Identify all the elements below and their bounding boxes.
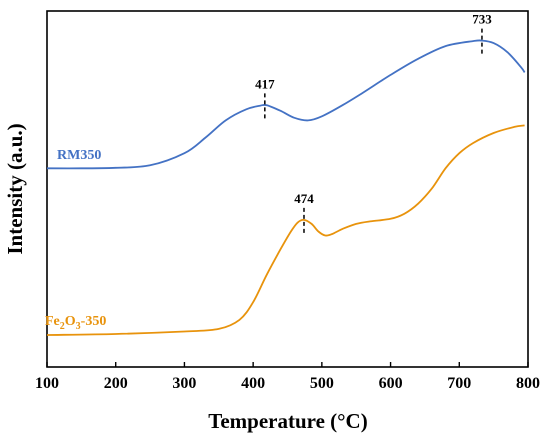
plot-frame bbox=[46, 10, 529, 368]
x-tick-label-400: 400 bbox=[241, 375, 265, 392]
x-axis-title: Temperature (°C) bbox=[208, 409, 367, 433]
fe-subscript: 2 bbox=[60, 321, 65, 332]
series-line-fe2o3-350 bbox=[46, 124, 525, 336]
x-tick-label-500: 500 bbox=[310, 375, 334, 392]
suffix-part: -350 bbox=[81, 314, 107, 329]
annotation-layer: 417 733 474 bbox=[255, 12, 492, 234]
peak-label-417: 417 bbox=[255, 76, 275, 91]
x-tick-label-100: 100 bbox=[35, 375, 59, 392]
o-subscript: 3 bbox=[76, 321, 81, 332]
series-line-rm350 bbox=[46, 39, 526, 170]
x-tick-label-200: 200 bbox=[104, 375, 128, 392]
y-axis-title: Intensity (a.u.) bbox=[3, 123, 27, 254]
x-tick-label-800: 800 bbox=[516, 375, 540, 392]
peak-label-733: 733 bbox=[472, 12, 492, 27]
x-tick-label-700: 700 bbox=[447, 375, 471, 392]
x-ticks: 100 200 300 400 500 600 700 800 bbox=[35, 362, 540, 392]
o-part: O bbox=[65, 314, 76, 329]
series-layer bbox=[46, 39, 526, 336]
rm350-label: RM350 bbox=[57, 148, 101, 163]
x-tick-label-300: 300 bbox=[172, 375, 196, 392]
peak-label-474: 474 bbox=[294, 191, 314, 206]
fe2o3-350-label: Fe2O3-350 bbox=[45, 314, 106, 332]
x-tick-label-600: 600 bbox=[379, 375, 403, 392]
fe-part: Fe bbox=[45, 314, 60, 329]
